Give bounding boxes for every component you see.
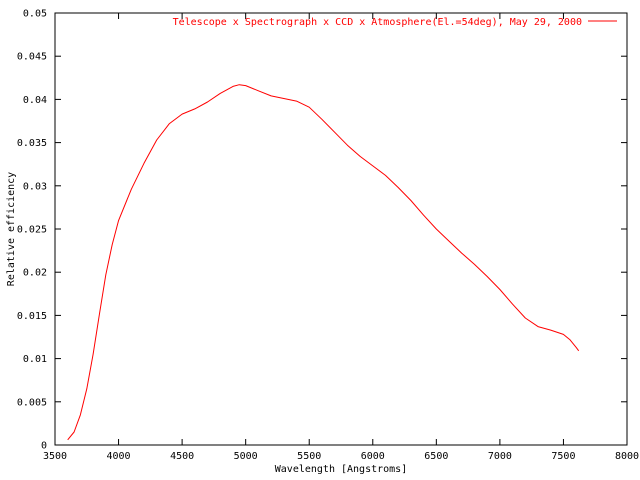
x-axis-title: Wavelength [Angstroms]: [275, 464, 407, 475]
x-tick-label: 7500: [551, 451, 575, 462]
y-axis-ticks: 0 0.005 0.01 0.015 0.02 0.025 0.03 0.035 0.04 0.0…: [17, 9, 627, 452]
y-tick-label: 0.045: [17, 52, 47, 63]
y-tick-label: 0.02: [23, 268, 47, 279]
x-tick-label: 8000: [615, 451, 639, 462]
x-tick-label: 3500: [43, 451, 67, 462]
y-tick-label: 0: [41, 441, 47, 452]
x-tick-label: 5500: [297, 451, 321, 462]
x-tick-label: 5000: [234, 451, 258, 462]
x-axis-ticks: 3500 4000 4500 5000 5500 6000 6500 7000 7500 8000: [43, 13, 639, 462]
plot-frame: [54, 12, 628, 446]
x-tick-label: 4500: [170, 451, 194, 462]
legend-label: Telescope x Spectrograph x CCD x Atmosph…: [173, 17, 582, 28]
series-layer: [67, 84, 580, 441]
series-line-0: [67, 84, 580, 441]
y-tick-label: 0.01: [23, 354, 47, 365]
y-tick-label: 0.035: [17, 138, 47, 149]
x-tick-label: 6500: [424, 451, 448, 462]
x-tick-label: 4000: [107, 451, 131, 462]
y-tick-label: 0.025: [17, 225, 47, 236]
y-axis-title: Relative efficiency: [6, 172, 17, 286]
y-tick-label: 0.05: [23, 9, 47, 20]
y-tick-label: 0.04: [23, 95, 47, 106]
y-tick-label: 0.015: [17, 311, 47, 322]
x-tick-label: 7000: [488, 451, 512, 462]
x-tick-label: 6000: [361, 451, 385, 462]
y-tick-label: 0.005: [17, 397, 47, 408]
legend: Telescope x Spectrograph x CCD x Atmosph…: [173, 17, 617, 28]
y-tick-label: 0.03: [23, 181, 47, 192]
